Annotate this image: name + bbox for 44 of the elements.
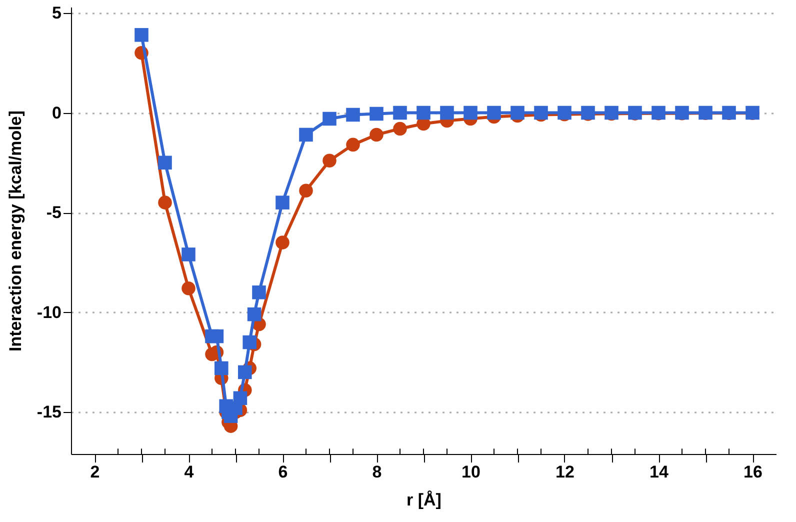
point — [252, 285, 266, 300]
y-tick-label: 5 — [52, 3, 62, 22]
x-tick-label: 4 — [184, 462, 194, 482]
y-axis-title: Interaction energy [kcal/mole] — [6, 110, 25, 352]
x-tick-label: 6 — [278, 462, 288, 482]
x-tick-label: 14 — [650, 462, 669, 482]
x-tick-label: 8 — [372, 462, 382, 482]
point — [299, 128, 313, 142]
x-tick-label: 16 — [744, 462, 762, 482]
y-tick-label: -15 — [36, 402, 62, 422]
point — [346, 138, 360, 152]
x-axis-title: r [Å] — [406, 490, 442, 510]
x-tick-label: 12 — [556, 462, 574, 482]
point — [247, 307, 262, 322]
point — [210, 329, 224, 344]
point — [299, 184, 313, 198]
y-tick-label: -5 — [46, 203, 62, 222]
point — [158, 156, 172, 170]
point — [346, 108, 360, 122]
y-tick-label: 0 — [52, 103, 62, 122]
point — [276, 196, 290, 210]
x-tick-label: 10 — [462, 462, 480, 482]
point — [393, 122, 407, 136]
point — [182, 281, 196, 296]
point — [464, 106, 478, 120]
point — [238, 365, 252, 380]
point — [510, 106, 524, 120]
x-tick-label: 2 — [90, 462, 100, 482]
point — [322, 112, 336, 126]
point — [233, 391, 248, 406]
point — [416, 106, 430, 120]
point — [487, 106, 501, 120]
point — [322, 154, 336, 168]
point — [134, 28, 148, 42]
y-tick-label: -10 — [36, 302, 62, 322]
point — [440, 106, 454, 120]
point — [182, 248, 196, 262]
point — [370, 106, 384, 121]
point — [393, 106, 407, 120]
point — [214, 361, 228, 376]
point — [370, 128, 384, 142]
point — [276, 236, 290, 250]
point — [158, 196, 172, 210]
point — [242, 335, 256, 350]
